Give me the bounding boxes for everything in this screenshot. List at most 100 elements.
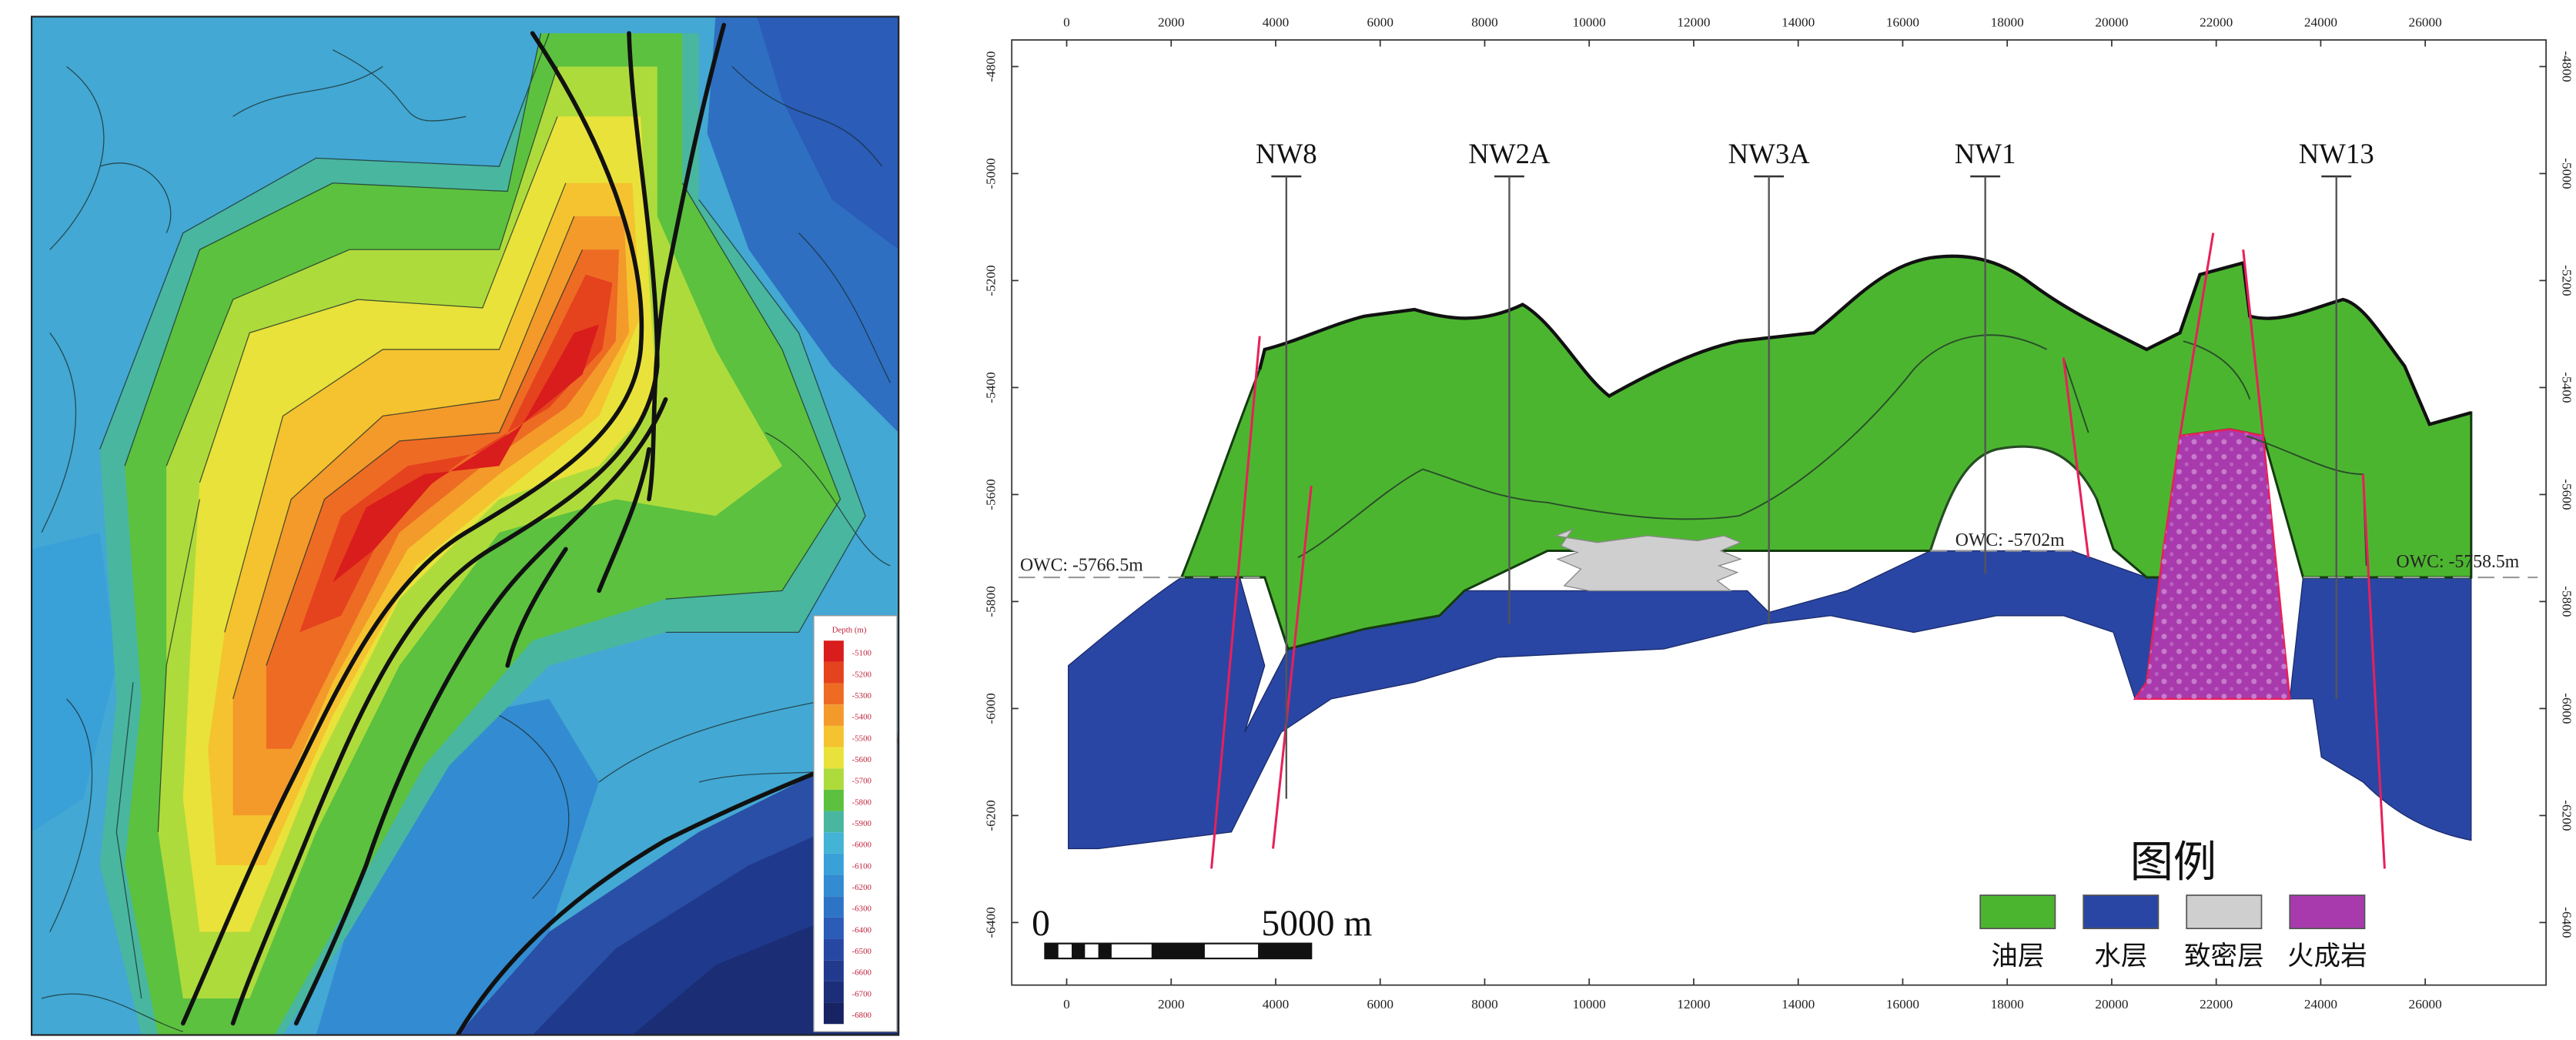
- map-legend-swatch: [823, 832, 844, 854]
- map-legend-swatch: [823, 789, 844, 811]
- x-tick-label-top: 4000: [1263, 15, 1290, 30]
- x-tick-label-bottom: 14000: [1781, 997, 1815, 1012]
- well-label: NW3A: [1728, 138, 1811, 169]
- well-nw13: NW13: [2299, 138, 2374, 699]
- igneous-rock-texture2: [2135, 429, 2290, 699]
- x-tick-label-bottom: 24000: [2304, 997, 2337, 1012]
- x-tick-label-top: 8000: [1471, 15, 1498, 30]
- y-tick-label-right: -5600: [2560, 479, 2574, 510]
- scale-bar: 0 5000 m: [1032, 904, 1372, 960]
- map-legend-item: -6000: [823, 832, 871, 854]
- map-legend-item: -5600: [823, 747, 871, 769]
- map-legend-label: -6500: [852, 947, 871, 956]
- legend-item: 水层: [2083, 895, 2159, 971]
- y-tick-label-left: -5600: [984, 479, 999, 510]
- map-legend-swatch: [823, 768, 844, 790]
- y-tick-label-left: -6200: [984, 800, 999, 831]
- y-axis-left: -4800 -5000 -5200 -5400 -5600 -5800 -6000 -6200…: [984, 51, 1019, 938]
- x-tick-label-bottom: 2000: [1158, 997, 1185, 1012]
- oil-layer-top-line: [1258, 254, 2472, 426]
- legend-swatch: [2186, 895, 2263, 930]
- scale-bar-end-label: 5000 m: [1261, 904, 1372, 944]
- map-zone-mid-w: [32, 532, 117, 832]
- y-tick-label-right: -5800: [2560, 586, 2574, 617]
- y-tick-label-right: -5000: [2560, 158, 2574, 189]
- well-nw8: NW8: [1256, 138, 1317, 799]
- map-legend-swatch: [823, 853, 844, 875]
- map-legend-swatch: [823, 917, 844, 939]
- x-tick-label-top: 26000: [2409, 15, 2442, 30]
- map-legend-label: -6800: [852, 1011, 871, 1020]
- x-tick-label-bottom: 8000: [1471, 997, 1498, 1012]
- map-legend-label: -6700: [852, 989, 871, 998]
- y-tick-label-right: -5200: [2560, 265, 2574, 296]
- depth-contour-map: Depth (m) -5100 -5200 -5300 -5400 -5500 -5600…: [30, 15, 900, 1036]
- x-tick-label-top: 18000: [1991, 15, 2024, 30]
- well-label: NW13: [2299, 138, 2374, 169]
- x-tick-label-top: 2000: [1158, 15, 1185, 30]
- map-legend-item: -5700: [823, 768, 871, 790]
- legend-label: 油层: [1991, 942, 2044, 971]
- y-axis-right: -4800 -5000 -5200 -5400 -5600 -5800 -6000 -6200…: [2539, 51, 2574, 938]
- map-legend-item: -6400: [823, 917, 871, 939]
- map-legend-label: -6600: [852, 968, 871, 978]
- legend-label: 致密层: [2184, 942, 2264, 971]
- tight-layer: [1554, 527, 1742, 592]
- owc-label-center: OWC: -5702m: [1955, 530, 2065, 550]
- map-legend-swatch: [823, 938, 844, 961]
- y-tick-label-left: -4800: [984, 51, 999, 82]
- map-legend-swatch: [823, 896, 844, 918]
- x-tick-label-top: 22000: [2200, 15, 2233, 30]
- map-legend-label: -6300: [852, 905, 871, 914]
- x-tick-label-bottom: 12000: [1677, 997, 1710, 1012]
- y-tick-label-left: -5800: [984, 586, 999, 617]
- well-label: NW2A: [1468, 138, 1551, 169]
- map-legend-label: -5300: [852, 691, 871, 701]
- well-nw2a: NW2A: [1468, 138, 1551, 624]
- x-tick-label-top: 16000: [1886, 15, 1919, 30]
- legend-item: 致密层: [2184, 895, 2264, 971]
- map-zone-mid-s: [316, 698, 600, 1035]
- map-legend-label: -6400: [852, 925, 871, 935]
- map-legend: Depth (m) -5100 -5200 -5300 -5400 -5500 -5600…: [813, 615, 898, 1032]
- legend-item: 油层: [1979, 895, 2056, 971]
- map-legend-swatch: [823, 640, 844, 662]
- map-legend-swatch: [823, 981, 844, 1003]
- x-tick-label-bottom: 4000: [1263, 997, 1290, 1012]
- scale-bar-start-label: 0: [1032, 904, 1050, 944]
- map-legend-label: -5700: [852, 777, 871, 786]
- map-legend-swatch: [823, 811, 844, 833]
- map-legend-item: -6100: [823, 853, 871, 875]
- y-tick-label-left: -6000: [984, 693, 999, 724]
- map-legend-item: -5800: [823, 789, 871, 811]
- well-nw3a: NW3A: [1728, 138, 1811, 624]
- map-zone-5200: [299, 274, 613, 633]
- section-faults: [1210, 232, 2386, 869]
- map-legend-swatch: [823, 960, 844, 981]
- wells: NW8 NW2A NW3A NW1 NW13: [1256, 138, 2374, 799]
- owc-label-east: OWC: -5758.5m: [2397, 552, 2520, 572]
- map-legend-item: -5100: [823, 640, 871, 662]
- map-faults: [180, 22, 899, 1035]
- map-legend-label: -5900: [852, 819, 871, 828]
- map-legend-item: -6300: [823, 896, 871, 918]
- map-legend-swatch: [823, 661, 844, 684]
- y-tick-label-left: -5400: [984, 372, 999, 403]
- map-legend-item: -5300: [823, 683, 871, 705]
- y-tick-label-left: -5200: [984, 265, 999, 296]
- map-legend-swatch: [823, 747, 844, 769]
- map-legend-label: -5400: [852, 713, 871, 722]
- map-legend-label: -5600: [852, 755, 871, 764]
- x-tick-label-bottom: 16000: [1886, 997, 1919, 1012]
- map-legend-item: -5900: [823, 811, 871, 833]
- x-tick-label-bottom: 10000: [1573, 997, 1606, 1012]
- map-legend-swatch: [823, 1002, 844, 1025]
- x-tick-label-top: 0: [1063, 15, 1070, 30]
- reservoir-cross-section: 0 2000 4000 6000 8000 10000 12000 14000 16000 180…: [984, 15, 2574, 1012]
- map-legend-item: -6500: [823, 938, 871, 961]
- x-tick-label-top: 20000: [2095, 15, 2128, 30]
- legend-swatch: [1979, 895, 2056, 930]
- map-legend-item: -6600: [823, 960, 871, 981]
- legend-label: 火成岩: [2287, 942, 2367, 971]
